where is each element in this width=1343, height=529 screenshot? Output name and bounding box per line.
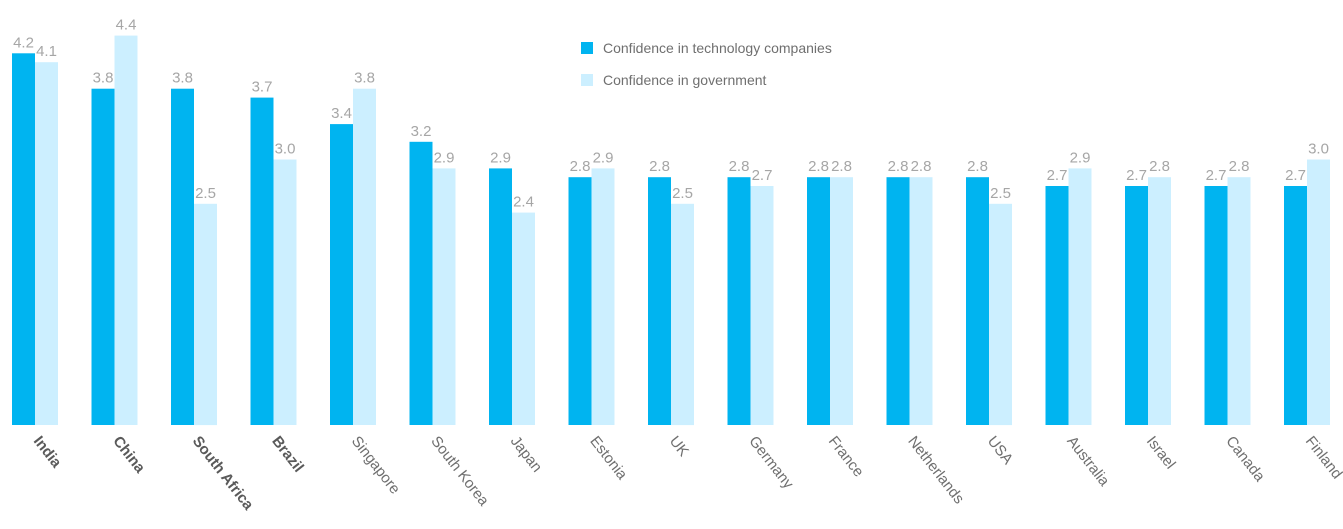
- value-label-government-brazil: 3.0: [275, 141, 296, 158]
- category-label-brazil: Brazil: [268, 433, 307, 476]
- bar-government-brazil: [273, 159, 297, 425]
- bars-layer: [12, 35, 1330, 426]
- legend-label-government: Confidence in government: [603, 72, 767, 88]
- category-label-israel: Israel: [1143, 433, 1179, 472]
- category-label-usa: USA: [984, 433, 1016, 468]
- bar-government-netherlands: [909, 177, 933, 425]
- value-label-government-singapore: 3.8: [354, 70, 375, 87]
- value-label-government-japan: 2.4: [513, 194, 534, 211]
- value-label-technology-china: 3.8: [93, 70, 114, 87]
- bar-technology-france: [807, 177, 830, 425]
- bar-technology-singapore: [330, 124, 353, 425]
- bar-government-finland: [1307, 159, 1330, 425]
- bar-technology-canada: [1204, 186, 1228, 425]
- value-label-technology-india: 4.2: [13, 34, 34, 51]
- value-label-technology-france: 2.8: [808, 158, 829, 175]
- bar-technology-finland: [1284, 186, 1307, 425]
- value-label-technology-canada: 2.7: [1206, 167, 1227, 184]
- bar-technology-brazil: [250, 97, 274, 425]
- bar-technology-netherlands: [886, 177, 910, 425]
- bar-technology-australia: [1045, 186, 1069, 425]
- category-label-france: France: [825, 433, 867, 480]
- value-label-government-uk: 2.5: [672, 185, 693, 202]
- value-label-technology-germany: 2.8: [729, 158, 750, 175]
- bar-technology-uk: [648, 177, 671, 425]
- bar-government-france: [830, 177, 853, 425]
- value-label-government-netherlands: 2.8: [911, 158, 932, 175]
- value-label-government-australia: 2.9: [1070, 149, 1091, 166]
- legend: Confidence in technology companies Confi…: [581, 40, 832, 88]
- legend-swatch-government: [581, 74, 593, 86]
- value-label-technology-finland: 2.7: [1285, 167, 1306, 184]
- value-label-technology-singapore: 3.4: [331, 105, 352, 122]
- category-label-south-korea: South Korea: [427, 433, 492, 510]
- bar-government-japan: [512, 212, 535, 425]
- value-label-technology-israel: 2.7: [1126, 167, 1147, 184]
- value-label-government-finland: 3.0: [1308, 141, 1329, 158]
- category-label-south-africa: South Africa: [189, 433, 257, 514]
- bar-technology-israel: [1125, 186, 1148, 425]
- bar-government-south-korea: [432, 168, 456, 425]
- bar-technology-japan: [489, 168, 512, 425]
- bar-technology-south-korea: [409, 141, 433, 426]
- bar-technology-germany: [727, 177, 751, 425]
- value-labels-layer: 4.24.13.84.43.82.53.73.03.43.83.22.9 2.92…: [13, 17, 1329, 211]
- bar-government-india: [35, 62, 58, 425]
- bar-government-uk: [671, 203, 694, 426]
- value-label-technology-uk: 2.8: [649, 158, 670, 175]
- value-label-technology-brazil: 3.7: [252, 79, 273, 96]
- category-label-singapore: Singapore: [348, 433, 404, 497]
- category-label-uk: UK: [666, 433, 692, 460]
- category-label-canada: Canada: [1222, 433, 1268, 485]
- bar-government-germany: [750, 186, 774, 425]
- category-label-germany: Germany: [745, 433, 797, 492]
- category-label-netherlands: Netherlands: [904, 433, 967, 507]
- value-label-technology-australia: 2.7: [1047, 167, 1068, 184]
- value-label-government-germany: 2.7: [752, 167, 773, 184]
- bar-technology-estonia: [568, 177, 592, 425]
- value-label-government-canada: 2.8: [1229, 158, 1250, 175]
- value-label-government-south-korea: 2.9: [434, 149, 455, 166]
- bar-technology-south-africa: [171, 88, 194, 425]
- value-label-government-india: 4.1: [36, 43, 57, 60]
- bar-government-canada: [1227, 177, 1251, 425]
- value-label-technology-estonia: 2.8: [570, 158, 591, 175]
- value-label-government-china: 4.4: [116, 17, 137, 34]
- category-label-finland: Finland: [1302, 433, 1343, 482]
- value-label-government-south-africa: 2.5: [195, 185, 216, 202]
- category-label-india: India: [30, 433, 65, 472]
- bar-technology-usa: [966, 177, 989, 425]
- category-label-japan: Japan: [507, 433, 546, 476]
- value-label-technology-netherlands: 2.8: [888, 158, 909, 175]
- category-labels-layer: India China South Africa Brazil Singapore Sou…: [30, 433, 1343, 514]
- category-label-estonia: Estonia: [586, 433, 631, 483]
- bar-government-china: [114, 35, 138, 425]
- value-label-technology-south-korea: 3.2: [411, 123, 432, 140]
- bar-government-australia: [1068, 168, 1092, 425]
- value-label-technology-japan: 2.9: [490, 149, 511, 166]
- category-label-australia: Australia: [1063, 433, 1113, 490]
- value-label-technology-south-africa: 3.8: [172, 70, 193, 87]
- bar-government-israel: [1148, 177, 1171, 425]
- bar-government-estonia: [591, 168, 615, 425]
- bar-government-south-africa: [194, 203, 217, 426]
- bar-technology-china: [91, 88, 115, 425]
- legend-label-technology: Confidence in technology companies: [603, 40, 832, 56]
- bar-government-singapore: [353, 88, 376, 425]
- bar-technology-india: [12, 53, 35, 426]
- value-label-government-estonia: 2.9: [593, 149, 614, 166]
- value-label-government-israel: 2.8: [1149, 158, 1170, 175]
- value-label-technology-usa: 2.8: [967, 158, 988, 175]
- value-label-government-usa: 2.5: [990, 185, 1011, 202]
- category-label-china: China: [109, 433, 148, 477]
- legend-swatch-technology: [581, 42, 593, 54]
- value-label-government-france: 2.8: [831, 158, 852, 175]
- bar-government-usa: [989, 203, 1012, 426]
